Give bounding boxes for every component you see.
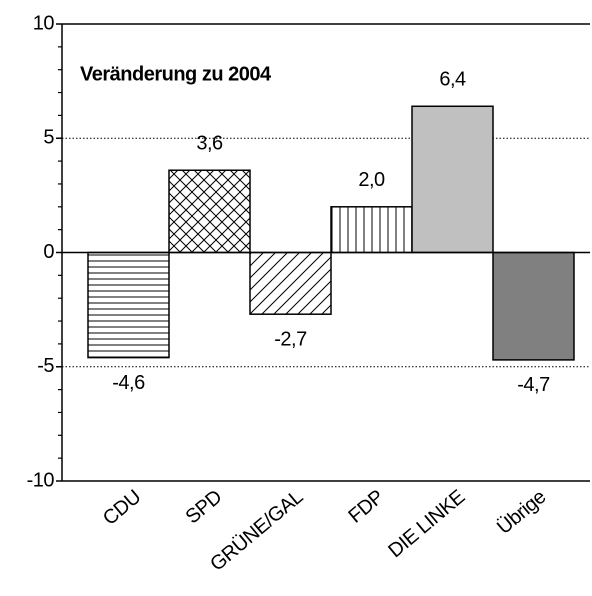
annotation: Veränderung zu 2004 [80, 63, 272, 85]
bar [87, 251, 170, 359]
value-label: -4,6 [112, 372, 145, 394]
value-label: 3,6 [196, 133, 223, 155]
x-tick-label: SPD [182, 486, 227, 528]
bar [492, 251, 575, 361]
bar [411, 105, 494, 254]
bar [330, 206, 413, 254]
bar [168, 169, 251, 254]
y-tick-label: 0 [43, 241, 54, 263]
y-tick-label: -10 [27, 469, 55, 491]
x-tick-label: CDU [99, 486, 145, 530]
bar [249, 251, 332, 315]
y-tick-label: -5 [37, 355, 54, 377]
x-tick-label: Übrige [493, 486, 550, 539]
y-tick-label: 10 [33, 12, 55, 34]
value-label: -4,7 [517, 374, 550, 396]
y-tick-label: 5 [43, 127, 54, 149]
x-tick-label: DIE LINKE [384, 486, 469, 562]
value-label: 6,4 [439, 69, 466, 91]
value-label: -2,7 [274, 328, 307, 350]
value-label: 2,0 [358, 169, 385, 191]
x-tick-label: FDP [344, 486, 388, 528]
